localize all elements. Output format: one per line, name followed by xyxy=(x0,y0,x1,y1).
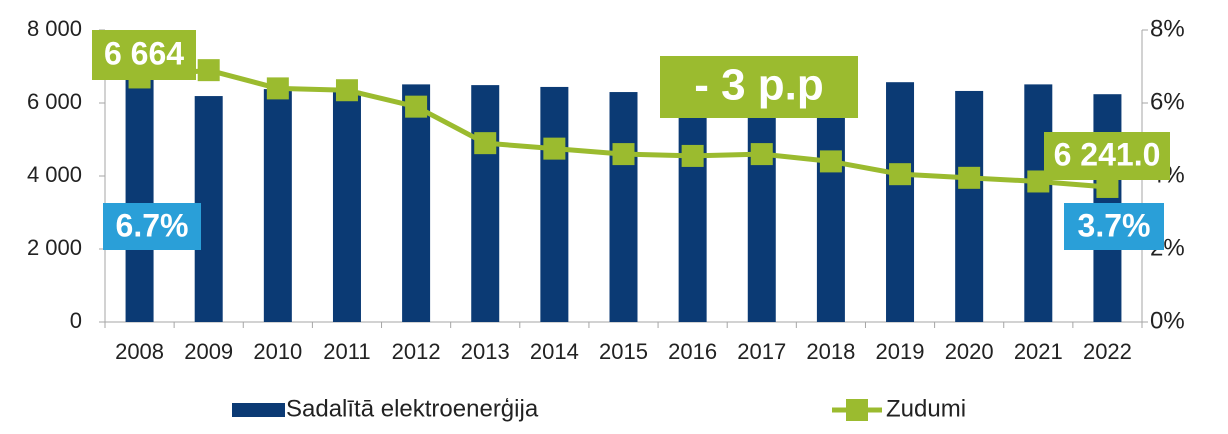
line-marker xyxy=(335,79,358,102)
y-tick-label: 0 xyxy=(70,308,82,333)
bar xyxy=(816,91,845,322)
line-marker xyxy=(889,163,912,186)
line-marker xyxy=(266,77,289,100)
annotation-box xyxy=(1044,132,1170,180)
annotation-box xyxy=(92,30,196,80)
y-tick-label: 2 000 xyxy=(27,235,82,260)
legend-swatch xyxy=(232,403,285,417)
annotation: 6.7% xyxy=(116,207,189,243)
line-marker xyxy=(750,143,773,166)
legend-swatch xyxy=(846,399,868,421)
x-tick-label: 2021 xyxy=(1014,339,1063,364)
x-tick-label: 2016 xyxy=(668,339,717,364)
annotation: - 3 p.p xyxy=(694,61,824,110)
y2-tick-label: 0% xyxy=(1150,307,1185,334)
line-marker xyxy=(819,150,842,173)
y-tick-label: 6 000 xyxy=(27,89,82,114)
annotations: 6 664 - 3 p.p 6 241.0 6.7% 3.7% xyxy=(92,30,1170,250)
legend: Sadalītā elektroenerģija Zudumi xyxy=(232,395,966,422)
annotation-box xyxy=(103,203,201,250)
x-tick-label: 2019 xyxy=(876,339,925,364)
x-tick-label: 2020 xyxy=(945,339,994,364)
x-tick-label: 2013 xyxy=(461,339,510,364)
x-tick-label: 2018 xyxy=(806,339,855,364)
y-tick-label: 8 000 xyxy=(27,16,82,41)
x-tick-label: 2010 xyxy=(253,339,302,364)
legend-label: Sadalītā elektroenerģija xyxy=(286,395,539,422)
bar xyxy=(955,90,984,322)
line-marker xyxy=(612,143,635,166)
line-marker xyxy=(958,166,981,189)
line-marker xyxy=(405,95,428,118)
bar xyxy=(125,78,154,322)
line-marker xyxy=(474,132,497,155)
y-tick-label: 4 000 xyxy=(27,162,82,187)
bar xyxy=(609,92,638,322)
legend-label: Zudumi xyxy=(886,395,966,422)
bar xyxy=(402,84,431,322)
x-tick-label: 2008 xyxy=(115,339,164,364)
annotation: 3.7% xyxy=(1078,207,1151,243)
y2-tick-label: 8% xyxy=(1150,15,1185,42)
x-tick-label: 2015 xyxy=(599,339,648,364)
annotation-box xyxy=(660,56,858,118)
line-marker xyxy=(1027,170,1050,193)
x-tick-label: 2014 xyxy=(530,339,579,364)
y2-tick-label: 6% xyxy=(1150,88,1185,115)
annotation-box xyxy=(1064,203,1164,250)
x-tick-label: 2011 xyxy=(323,339,370,364)
bar xyxy=(540,86,569,322)
line-marker xyxy=(197,59,220,82)
annotation: 6 664 xyxy=(104,35,184,71)
bar xyxy=(263,89,292,322)
bar xyxy=(332,90,361,322)
bar xyxy=(1024,84,1053,322)
bar xyxy=(886,82,915,322)
x-tick-label: 2012 xyxy=(392,339,441,364)
bar xyxy=(747,92,776,322)
line-marker xyxy=(543,137,566,160)
bar xyxy=(678,94,707,322)
line-marker xyxy=(681,144,704,167)
bar xyxy=(471,85,500,323)
annotation: 6 241.0 xyxy=(1054,136,1161,172)
x-tick-label: 2017 xyxy=(737,339,786,364)
line-marker xyxy=(1096,175,1119,198)
x-tick-label: 2022 xyxy=(1083,339,1132,364)
x-tick-label: 2009 xyxy=(184,339,233,364)
